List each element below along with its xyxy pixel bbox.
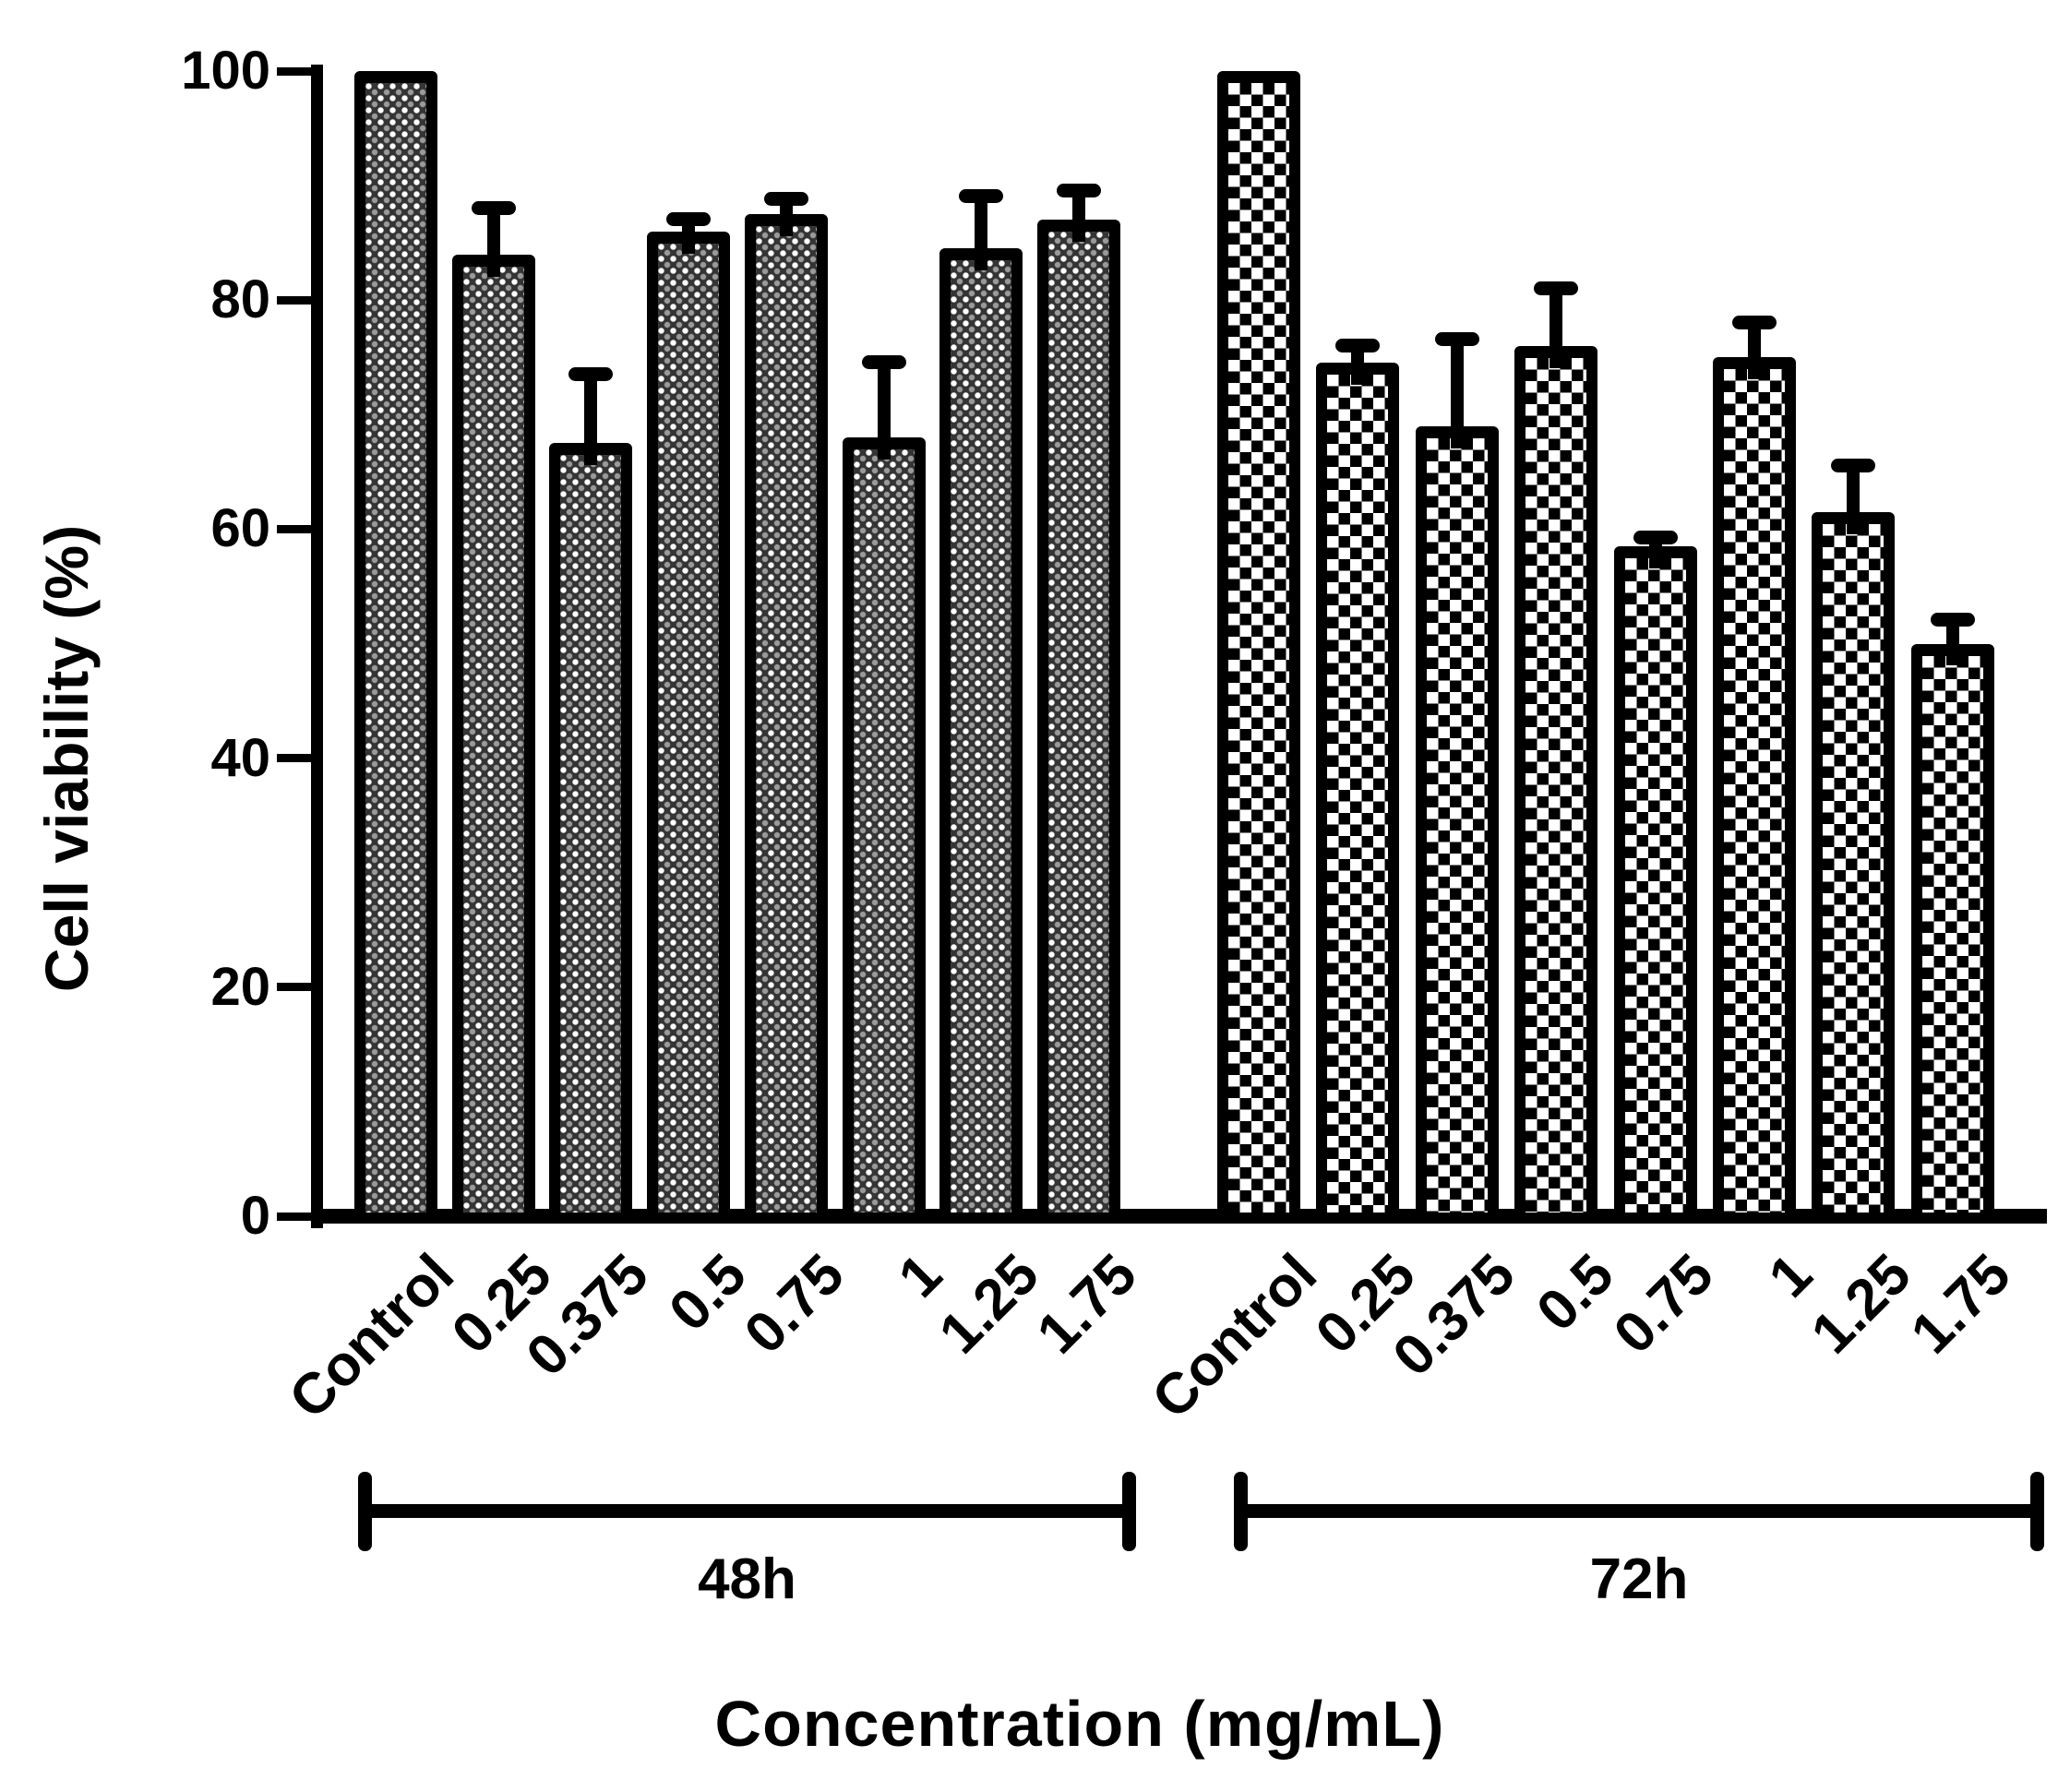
bar (842, 437, 926, 1224)
bar (451, 254, 535, 1224)
y-tick-label: 80 (210, 269, 270, 330)
y-tick (277, 983, 311, 992)
group-bracket-cap (2030, 1471, 2044, 1551)
group-bracket-cap (1122, 1471, 1136, 1551)
y-axis-line (311, 65, 323, 1228)
bar (939, 248, 1023, 1224)
y-tick-label: 60 (210, 498, 270, 559)
error-bar-cap (861, 355, 906, 370)
bar (1316, 363, 1400, 1224)
error-bar-cap (1633, 531, 1678, 545)
bar (1217, 71, 1300, 1224)
y-tick (277, 66, 311, 76)
y-tick (277, 295, 311, 305)
bar (354, 71, 437, 1224)
error-bar-stem (975, 197, 988, 271)
group-bracket-cap (1234, 1471, 1248, 1551)
group-label: 72h (1589, 1547, 1689, 1611)
error-bar-stem (1847, 465, 1861, 534)
error-bar-stem (1351, 345, 1365, 386)
bar (1036, 220, 1120, 1224)
bar (549, 443, 633, 1224)
error-bar-stem (877, 363, 891, 460)
error-bar-stem (682, 220, 696, 254)
error-bar-stem (1550, 288, 1563, 368)
bar (1713, 357, 1796, 1224)
y-tick (277, 1212, 311, 1221)
error-bar-cap (568, 366, 614, 381)
y-tick (277, 524, 311, 533)
y-tick-label: 40 (210, 727, 270, 788)
error-bar-stem (486, 208, 500, 277)
error-bar-cap (1534, 281, 1579, 295)
bar (1812, 511, 1896, 1224)
error-bar-cap (1335, 338, 1381, 352)
bar (1613, 546, 1697, 1224)
error-bar-cap (471, 200, 516, 215)
bar (1910, 643, 1994, 1224)
error-bar-cap (1056, 184, 1101, 198)
y-tick (277, 754, 311, 763)
error-bar-cap (1831, 458, 1876, 472)
bar (1514, 345, 1598, 1224)
bar (744, 214, 828, 1224)
error-bar-stem (1450, 340, 1464, 448)
error-bar-stem (584, 374, 598, 466)
bar (1415, 425, 1499, 1224)
error-bar-cap (763, 191, 808, 206)
error-bar-cap (1732, 315, 1777, 329)
error-bar-cap (959, 189, 1004, 204)
bar (647, 231, 731, 1224)
error-bar-stem (779, 198, 793, 237)
group-bracket-line (1234, 1504, 2044, 1518)
x-axis-title: Concentration (mg/mL) (714, 1688, 1445, 1760)
group-bracket-cap (358, 1471, 372, 1551)
error-bar-stem (1748, 322, 1761, 380)
y-tick-label: 20 (210, 956, 270, 1017)
y-tick-label: 100 (181, 41, 270, 101)
error-bar-cap (1930, 613, 1975, 627)
error-bar-cap (666, 212, 712, 227)
error-bar-cap (1434, 332, 1479, 347)
error-bar-stem (1945, 620, 1959, 666)
y-tick-label: 0 (240, 1186, 270, 1246)
error-bar-stem (1071, 191, 1085, 243)
error-bar-stem (1648, 538, 1662, 568)
group-bracket-line (358, 1504, 1136, 1518)
group-label: 48h (698, 1547, 796, 1611)
